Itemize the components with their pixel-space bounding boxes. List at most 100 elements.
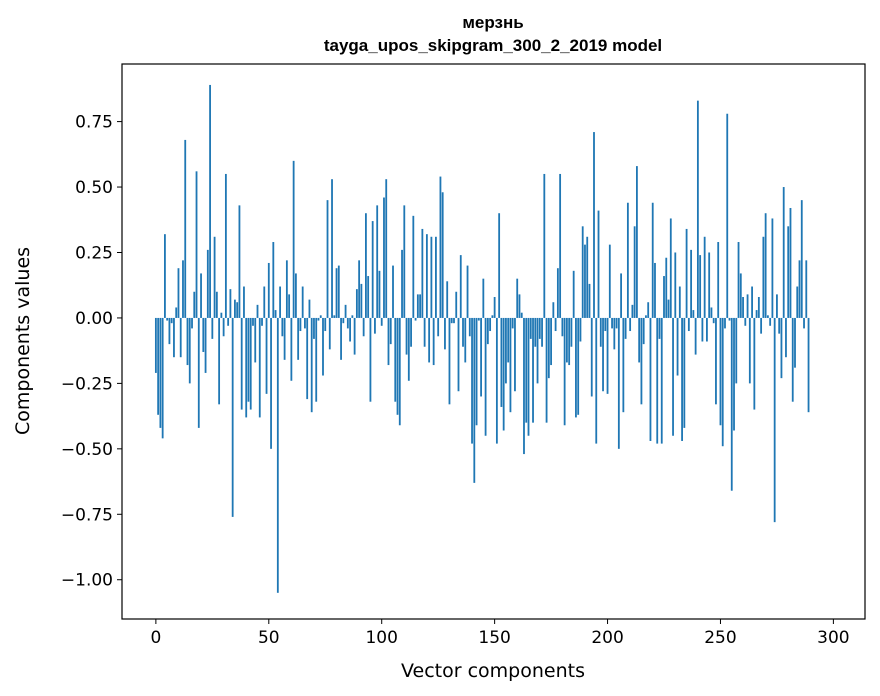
bar xyxy=(721,317,724,447)
bar xyxy=(349,317,351,342)
bar xyxy=(229,289,232,318)
bar xyxy=(290,317,293,381)
bar xyxy=(353,317,356,355)
bar xyxy=(159,317,162,428)
x-tick-label: 0 xyxy=(150,628,161,648)
bar xyxy=(640,317,643,405)
bar xyxy=(796,286,799,318)
bar xyxy=(238,205,241,318)
bar xyxy=(586,236,589,318)
bar xyxy=(247,317,250,402)
bar xyxy=(166,317,169,321)
bar xyxy=(482,278,485,318)
x-tick-label: 150 xyxy=(478,628,510,648)
bar xyxy=(717,242,720,318)
x-tick-label: 300 xyxy=(817,628,849,648)
bar xyxy=(791,317,794,402)
bar xyxy=(173,317,175,358)
bar xyxy=(778,317,781,334)
x-tick-label: 100 xyxy=(365,628,397,648)
bar xyxy=(392,265,394,318)
bar xyxy=(769,317,772,326)
bar xyxy=(502,317,505,431)
bar xyxy=(505,317,507,384)
bar xyxy=(398,317,401,426)
bar xyxy=(532,317,534,423)
bar xyxy=(177,268,180,318)
bar xyxy=(294,273,297,318)
bar xyxy=(543,173,546,318)
bar xyxy=(423,317,426,347)
y-tick-label: −0.50 xyxy=(61,440,113,460)
bar xyxy=(529,317,532,339)
y-tick-label: 0.75 xyxy=(75,113,113,133)
bar xyxy=(263,286,266,318)
bar xyxy=(328,317,331,350)
bar xyxy=(500,317,503,407)
bar xyxy=(258,317,261,418)
bar xyxy=(428,317,431,363)
bar xyxy=(674,252,677,318)
bar xyxy=(378,270,381,318)
bar xyxy=(611,317,613,329)
bar xyxy=(292,160,295,318)
bar xyxy=(699,255,702,318)
bar xyxy=(647,302,650,318)
bar xyxy=(281,317,284,337)
bar xyxy=(584,244,586,318)
x-axis-label: Vector components xyxy=(401,660,585,682)
bar xyxy=(554,317,557,332)
bar xyxy=(753,317,756,410)
bar xyxy=(692,310,695,318)
bar xyxy=(556,268,559,318)
bar xyxy=(495,317,498,444)
bar xyxy=(751,286,753,318)
bar xyxy=(780,317,783,379)
bar xyxy=(552,302,555,318)
bar xyxy=(590,317,593,397)
x-tick-label: 250 xyxy=(704,628,736,648)
bar xyxy=(636,166,638,318)
bar xyxy=(733,317,735,431)
bar xyxy=(362,317,365,337)
bar xyxy=(270,317,272,449)
bar xyxy=(726,113,729,318)
bar xyxy=(665,257,668,318)
bar xyxy=(184,139,187,318)
y-tick-label: 0.25 xyxy=(75,243,113,263)
bar xyxy=(669,218,672,318)
bar xyxy=(360,283,363,318)
bar xyxy=(231,317,234,517)
bar xyxy=(561,317,564,337)
bar xyxy=(593,132,595,318)
bar xyxy=(565,317,568,363)
bar xyxy=(188,317,191,384)
bar xyxy=(222,317,225,337)
bar xyxy=(760,317,763,334)
bar xyxy=(690,249,693,318)
bar xyxy=(694,317,697,355)
bar xyxy=(346,317,349,329)
bar xyxy=(541,317,543,347)
bar xyxy=(333,315,336,318)
bar xyxy=(457,317,460,392)
bar xyxy=(394,317,397,402)
bar xyxy=(324,317,327,332)
bar xyxy=(466,265,469,318)
bar xyxy=(396,317,399,415)
bar xyxy=(471,317,473,444)
bar xyxy=(157,317,160,415)
bar xyxy=(455,291,458,318)
bar xyxy=(240,317,243,410)
bar xyxy=(211,317,214,339)
bar xyxy=(274,310,277,318)
bar xyxy=(606,317,609,394)
bar xyxy=(283,317,286,360)
bar xyxy=(757,297,760,318)
bar xyxy=(807,317,810,413)
bar xyxy=(432,317,435,366)
bar xyxy=(403,205,406,318)
bar xyxy=(536,317,539,384)
bar xyxy=(276,317,279,593)
bar xyxy=(401,249,403,318)
